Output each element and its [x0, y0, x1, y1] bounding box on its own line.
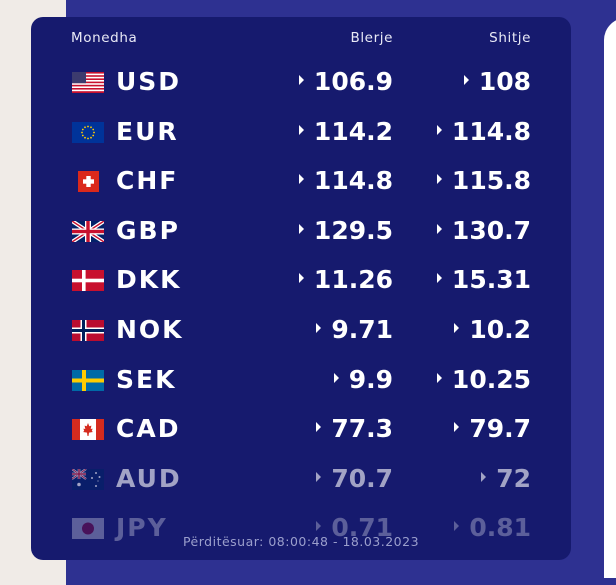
sell-rate: 10.25 [436, 365, 531, 395]
buy-rate: 114.8 [298, 166, 393, 196]
buy-rate: 70.7 [316, 464, 393, 494]
buy-rate: 114.2 [298, 117, 393, 147]
sell-rate: 130.7 [436, 216, 531, 246]
rate-row-cad: CAD 77.3 79.7 [31, 410, 571, 450]
no-flag-icon [72, 320, 104, 341]
last-updated-text: Përditësuar: 08:00:48 - 18.03.2023 [182, 534, 420, 549]
currency-code: CHF [116, 166, 179, 196]
currency-code: DKK [116, 265, 182, 295]
exchange-rate-card: Monedha Blerje Shitje USD 106.9 108 [31, 17, 571, 560]
currency-code: SEK [116, 364, 177, 394]
caret-right-icon [298, 124, 304, 135]
buy-rate: 106.9 [298, 67, 393, 97]
currency-code: EUR [116, 116, 179, 146]
caret-right-icon [436, 372, 442, 383]
currency-code: JPY [116, 513, 168, 543]
rate-row-nok: NOK 9.71 10.2 [31, 311, 571, 351]
rate-row-aud: AUD 70.7 72 [31, 460, 571, 500]
caret-right-icon [463, 75, 469, 85]
buy-rate: 9.9 [333, 365, 393, 395]
us-flag-icon [72, 72, 104, 93]
header-buy: Blerje [350, 30, 393, 46]
au-flag-icon [72, 468, 104, 490]
gb-flag-icon [72, 220, 104, 242]
rate-row-dkk: DKK 11.26 15.31 [31, 261, 571, 301]
header-currency: Monedha [71, 30, 138, 46]
dk-flag-icon [72, 270, 104, 292]
jp-flag-icon [72, 518, 104, 540]
caret-right-icon [333, 372, 339, 383]
caret-right-icon [316, 323, 322, 333]
currency-code: USD [116, 67, 182, 96]
currency-code: CAD [116, 414, 181, 444]
sell-rate: 79.7 [454, 414, 531, 444]
rate-row-jpy: JPY 0.71 0.81 [31, 509, 571, 549]
caret-right-icon [298, 75, 304, 85]
buy-rate: 0.71 [316, 513, 393, 543]
caret-right-icon [436, 124, 442, 135]
buy-rate: 77.3 [316, 414, 393, 444]
caret-right-icon [454, 422, 460, 433]
caret-right-icon [316, 422, 322, 433]
currency-code: GBP [116, 215, 180, 245]
ch-flag-icon [72, 171, 104, 193]
caret-right-icon [316, 521, 322, 532]
caret-right-icon [436, 223, 442, 234]
sell-rate: 115.8 [436, 166, 531, 196]
caret-right-icon [316, 471, 322, 482]
adjacent-panel [604, 18, 616, 578]
header-sell: Shitje [489, 30, 531, 46]
currency-code: NOK [116, 315, 184, 344]
caret-right-icon [298, 223, 304, 234]
sell-rate: 0.81 [454, 513, 531, 543]
sell-rate: 72 [481, 464, 531, 494]
rate-row-gbp: GBP 129.5 130.7 [31, 212, 571, 252]
caret-right-icon [298, 174, 304, 185]
se-flag-icon [72, 369, 104, 391]
buy-rate: 11.26 [298, 265, 393, 295]
rate-row-eur: EUR 114.2 114.8 [31, 113, 571, 153]
buy-rate: 129.5 [298, 216, 393, 246]
rate-row-usd: USD 106.9 108 [31, 63, 571, 103]
eu-flag-icon [72, 121, 104, 143]
sell-rate: 108 [463, 67, 531, 97]
caret-right-icon [436, 174, 442, 185]
sell-rate: 10.2 [454, 315, 531, 345]
caret-right-icon [454, 323, 460, 333]
ca-flag-icon [72, 419, 104, 441]
rate-row-sek: SEK 9.9 10.25 [31, 361, 571, 401]
caret-right-icon [481, 471, 487, 482]
rate-row-chf: CHF 114.8 115.8 [31, 162, 571, 202]
buy-rate: 9.71 [316, 315, 393, 345]
caret-right-icon [298, 273, 304, 284]
sell-rate: 114.8 [436, 117, 531, 147]
sell-rate: 15.31 [436, 265, 531, 295]
caret-right-icon [454, 521, 460, 532]
currency-code: AUD [116, 463, 182, 493]
caret-right-icon [436, 273, 442, 284]
